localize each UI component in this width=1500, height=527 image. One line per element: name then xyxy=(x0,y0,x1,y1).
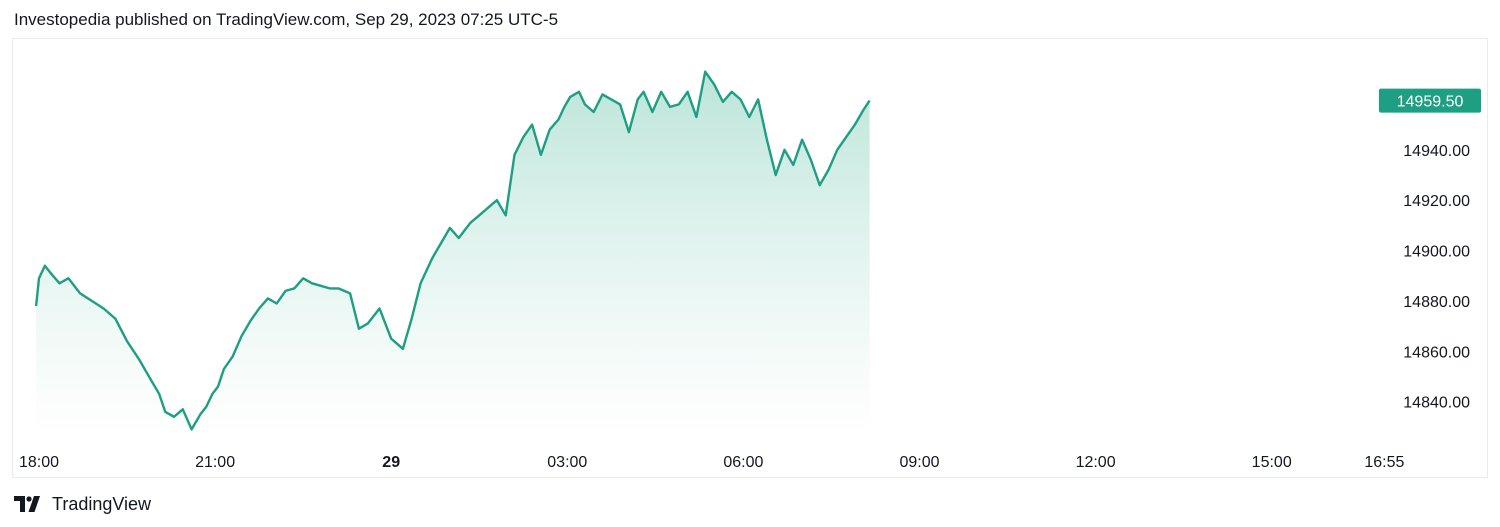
x-tick-label: 21:00 xyxy=(195,454,235,471)
tradingview-logo[interactable]: TradingView xyxy=(14,492,151,516)
x-tick-label: 18:00 xyxy=(19,454,59,471)
plot-area xyxy=(34,70,871,437)
y-tick-label: 14880.00 xyxy=(1403,294,1470,311)
x-axis: 18:00 21:00 29 03:00 06:00 09:00 12:00 15:00 16:… xyxy=(19,454,1405,471)
y-tick-label: 14840.00 xyxy=(1403,395,1470,412)
price-chart[interactable]: 14940.00 14920.00 14900.00 14880.00 14860.00… xyxy=(13,39,1489,479)
x-tick-label: 29 xyxy=(382,454,400,471)
x-tick-label: 03:00 xyxy=(547,454,587,471)
x-tick-label: 16:55 xyxy=(1364,454,1404,471)
tradingview-brand: TradingView xyxy=(52,493,152,514)
price-area-fill xyxy=(36,71,870,437)
x-tick-label: 09:00 xyxy=(899,454,939,471)
x-tick-label: 15:00 xyxy=(1252,454,1292,471)
y-axis: 14940.00 14920.00 14900.00 14880.00 14860.00… xyxy=(1403,143,1470,412)
tradingview-logo-icon xyxy=(14,496,40,512)
y-tick-label: 14920.00 xyxy=(1403,193,1470,210)
last-price-badge xyxy=(1379,88,1481,113)
x-tick-label: 06:00 xyxy=(723,454,763,471)
last-price-label: 14959.50 xyxy=(1397,94,1464,111)
price-line[interactable] xyxy=(34,70,871,431)
y-tick-label: 14900.00 xyxy=(1403,244,1470,261)
publish-info: Investopedia published on TradingView.co… xyxy=(14,10,559,29)
y-tick-label: 14860.00 xyxy=(1403,344,1470,361)
chart-frame: 14940.00 14920.00 14900.00 14880.00 14860.00… xyxy=(12,38,1488,478)
x-tick-label: 12:00 xyxy=(1076,454,1116,471)
y-tick-label: 14940.00 xyxy=(1403,143,1470,160)
last-price-tag: 14959.50 xyxy=(1379,88,1481,113)
